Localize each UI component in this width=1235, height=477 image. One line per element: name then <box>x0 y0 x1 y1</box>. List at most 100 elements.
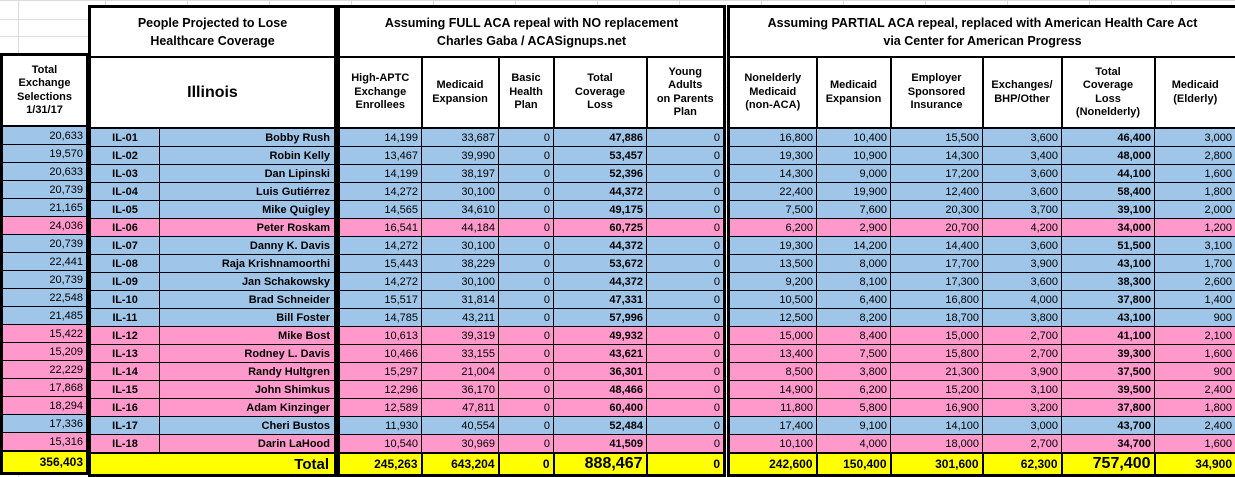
full-repeal-cell[interactable]: 44,372 <box>554 237 647 255</box>
full-repeal-title[interactable]: Assuming FULL ACA repeal with NO replace… <box>339 7 725 58</box>
total-medicaid-expansion[interactable]: 643,204 <box>422 453 499 476</box>
partial-repeal-cell[interactable]: 4,000 <box>983 291 1062 309</box>
partial-repeal-cell[interactable]: 3,100 <box>983 381 1062 399</box>
district-cell[interactable]: IL-02 <box>90 147 160 165</box>
partial-repeal-cell[interactable]: 2,800 <box>1155 147 1235 165</box>
total-employer-sponsored[interactable]: 301,600 <box>891 453 983 476</box>
partial-repeal-cell[interactable]: 7,500 <box>729 201 817 219</box>
full-repeal-cell[interactable]: 0 <box>499 417 554 435</box>
partial-repeal-cell[interactable]: 10,900 <box>817 147 891 165</box>
full-repeal-cell[interactable]: 0 <box>499 128 554 147</box>
partial-repeal-cell[interactable]: 3,000 <box>1155 128 1235 147</box>
full-repeal-cell[interactable]: 0 <box>647 273 725 291</box>
partial-repeal-cell[interactable]: 8,500 <box>729 363 817 381</box>
partial-repeal-cell[interactable]: 1,800 <box>1155 399 1235 417</box>
partial-repeal-cell[interactable]: 16,800 <box>729 128 817 147</box>
full-repeal-cell[interactable]: 39,990 <box>422 147 499 165</box>
partial-repeal-cell[interactable]: 14,400 <box>891 237 983 255</box>
district-cell[interactable]: IL-08 <box>90 255 160 273</box>
district-cell[interactable]: IL-18 <box>90 435 160 454</box>
exchange-selections-cell[interactable]: 17,868 <box>2 379 88 397</box>
total-coverage-loss[interactable]: 888,467 <box>554 453 647 476</box>
partial-repeal-cell[interactable]: 14,300 <box>729 165 817 183</box>
col-header-employer-sponsored[interactable]: Employer Sponsored Insurance <box>891 57 983 128</box>
partial-repeal-cell[interactable]: 20,700 <box>891 219 983 237</box>
full-repeal-cell[interactable]: 44,372 <box>554 183 647 201</box>
total-high-aptc[interactable]: 245,263 <box>339 453 422 476</box>
full-repeal-cell[interactable]: 11,930 <box>339 417 422 435</box>
partial-repeal-cell[interactable]: 13,500 <box>729 255 817 273</box>
partial-repeal-cell[interactable]: 2,400 <box>1155 417 1235 435</box>
partial-repeal-cell[interactable]: 7,500 <box>817 345 891 363</box>
partial-repeal-cell[interactable]: 13,400 <box>729 345 817 363</box>
partial-repeal-cell[interactable]: 2,600 <box>1155 273 1235 291</box>
full-repeal-cell[interactable]: 52,484 <box>554 417 647 435</box>
col-header-total-coverage-loss-nonelderly[interactable]: Total Coverage Loss (Nonelderly) <box>1062 57 1155 128</box>
full-repeal-cell[interactable]: 0 <box>499 237 554 255</box>
representative-cell[interactable]: Luis Gutiérrez <box>160 183 336 201</box>
partial-repeal-cell[interactable]: 8,200 <box>817 309 891 327</box>
full-repeal-cell[interactable]: 44,372 <box>554 273 647 291</box>
exchange-selections-cell[interactable]: 21,485 <box>2 307 88 325</box>
district-cell[interactable]: IL-15 <box>90 381 160 399</box>
representative-cell[interactable]: Mike Quigley <box>160 201 336 219</box>
partial-repeal-cell[interactable]: 34,700 <box>1062 435 1155 454</box>
full-repeal-cell[interactable]: 0 <box>647 291 725 309</box>
full-repeal-cell[interactable]: 0 <box>499 309 554 327</box>
full-repeal-cell[interactable]: 33,155 <box>422 345 499 363</box>
full-repeal-cell[interactable]: 0 <box>499 435 554 454</box>
full-repeal-cell[interactable]: 49,175 <box>554 201 647 219</box>
exchange-selections-cell[interactable]: 20,739 <box>2 271 88 289</box>
partial-repeal-cell[interactable]: 6,200 <box>729 219 817 237</box>
col-header-basic-health-plan[interactable]: Basic Health Plan <box>499 57 554 128</box>
exchange-selections-cell[interactable]: 19,570 <box>2 145 88 163</box>
partial-repeal-cell[interactable]: 3,900 <box>983 363 1062 381</box>
district-cell[interactable]: IL-06 <box>90 219 160 237</box>
partial-repeal-cell[interactable]: 37,500 <box>1062 363 1155 381</box>
representative-cell[interactable]: Jan Schakowsky <box>160 273 336 291</box>
full-repeal-cell[interactable]: 0 <box>499 381 554 399</box>
total-exchanges-bhp[interactable]: 62,300 <box>983 453 1062 476</box>
full-repeal-cell[interactable]: 60,725 <box>554 219 647 237</box>
full-repeal-cell[interactable]: 47,886 <box>554 128 647 147</box>
representative-cell[interactable]: Randy Hultgren <box>160 363 336 381</box>
full-repeal-cell[interactable]: 10,466 <box>339 345 422 363</box>
partial-repeal-cell[interactable]: 15,500 <box>891 128 983 147</box>
exchange-selections-cell[interactable]: 20,739 <box>2 181 88 199</box>
full-repeal-cell[interactable]: 14,199 <box>339 165 422 183</box>
partial-repeal-cell[interactable]: 9,000 <box>817 165 891 183</box>
partial-repeal-cell[interactable]: 17,700 <box>891 255 983 273</box>
full-repeal-cell[interactable]: 47,811 <box>422 399 499 417</box>
total-medicaid-expansion-ahca[interactable]: 150,400 <box>817 453 891 476</box>
representative-cell[interactable]: Dan Lipinski <box>160 165 336 183</box>
full-repeal-cell[interactable]: 0 <box>499 201 554 219</box>
partial-repeal-cell[interactable]: 8,100 <box>817 273 891 291</box>
partial-repeal-cell[interactable]: 19,900 <box>817 183 891 201</box>
full-repeal-cell[interactable]: 38,197 <box>422 165 499 183</box>
partial-repeal-cell[interactable]: 18,000 <box>891 435 983 454</box>
full-repeal-cell[interactable]: 15,443 <box>339 255 422 273</box>
partial-repeal-cell[interactable]: 48,000 <box>1062 147 1155 165</box>
full-repeal-cell[interactable]: 0 <box>647 435 725 454</box>
partial-repeal-cell[interactable]: 2,000 <box>1155 201 1235 219</box>
total-basic-health-plan[interactable]: 0 <box>499 453 554 476</box>
full-repeal-cell[interactable]: 0 <box>647 345 725 363</box>
district-cell[interactable]: IL-01 <box>90 128 160 147</box>
full-repeal-cell[interactable]: 57,996 <box>554 309 647 327</box>
representative-cell[interactable]: Raja Krishnamoorthi <box>160 255 336 273</box>
full-repeal-cell[interactable]: 12,296 <box>339 381 422 399</box>
partial-repeal-cell[interactable]: 34,000 <box>1062 219 1155 237</box>
full-repeal-cell[interactable]: 34,610 <box>422 201 499 219</box>
district-cell[interactable]: IL-07 <box>90 237 160 255</box>
full-repeal-cell[interactable]: 0 <box>499 291 554 309</box>
left-column-header[interactable]: Total Exchange Selections 1/31/17 <box>2 55 88 127</box>
exchange-selections-cell[interactable]: 22,548 <box>2 289 88 307</box>
full-repeal-cell[interactable]: 30,100 <box>422 183 499 201</box>
district-cell[interactable]: IL-09 <box>90 273 160 291</box>
representative-cell[interactable]: Darin LaHood <box>160 435 336 454</box>
full-repeal-cell[interactable]: 30,969 <box>422 435 499 454</box>
full-repeal-cell[interactable]: 0 <box>647 417 725 435</box>
full-repeal-cell[interactable]: 0 <box>647 128 725 147</box>
partial-repeal-cell[interactable]: 17,200 <box>891 165 983 183</box>
representative-cell[interactable]: Peter Roskam <box>160 219 336 237</box>
